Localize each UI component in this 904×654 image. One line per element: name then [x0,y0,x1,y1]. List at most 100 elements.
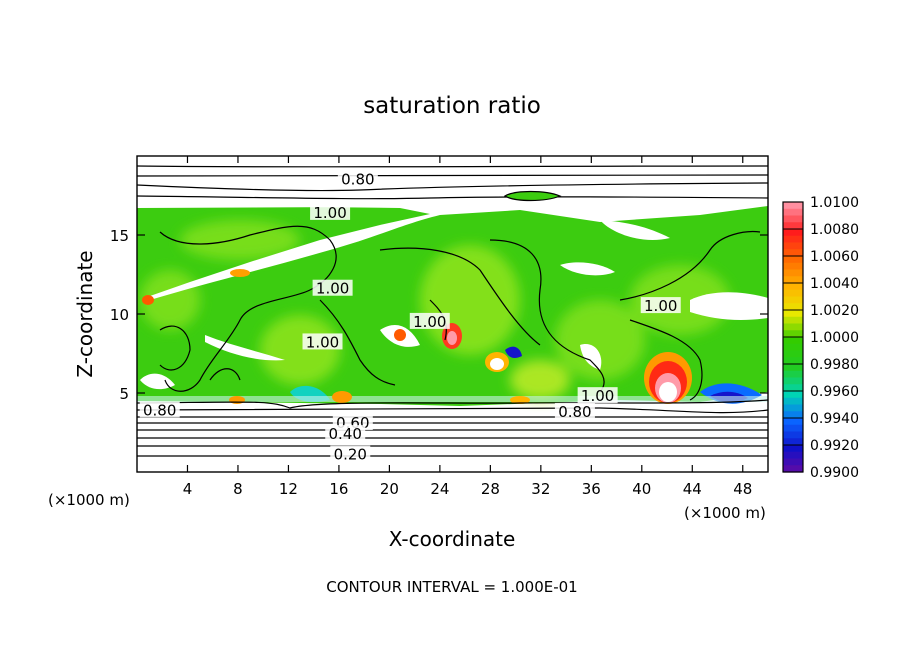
x-tick-label: 28 [481,480,500,498]
colorbar-label: 1.0080 [810,222,859,238]
contour-label: 1.00 [306,333,339,351]
colorbar-swatch [783,330,803,338]
contour-label: 1.00 [413,313,446,331]
contour-label-bg [312,279,353,296]
x-tick-label: 8 [233,480,243,498]
colorbar-label: 1.0100 [810,195,859,211]
colorbar-swatch [783,208,803,217]
heatmap-field [137,156,768,472]
chart-title: saturation ratio [363,93,541,119]
colorbar-swatch [783,418,803,426]
colorbar-swatch [783,384,803,392]
x-unit-left: (×1000 m) [48,491,130,509]
contour-labels: 0.801.001.001.001.001.001.000.80 0.800.60… [139,170,681,464]
contour-interval-note: CONTOUR INTERVAL = 1.000E-01 [326,578,577,596]
colorbar-swatch [783,323,803,331]
contour-label-bg [640,297,681,314]
colorbar-swatch [783,431,803,439]
contour-label-bg [409,312,450,329]
colorbar-label: 1.0000 [810,330,859,346]
contour-label-bg [554,402,595,419]
contour-label-bg [337,170,378,187]
colorbar-swatch [783,269,803,277]
colorbar-swatch [783,397,803,406]
contour-label-bg [310,203,351,220]
x-tick-label: 32 [531,480,550,498]
x-tick-label: 4 [183,480,193,498]
colorbar-swatch [783,303,803,311]
colorbar-swatch [783,343,803,352]
colorbar-swatch [783,357,803,365]
colorbar-label: 1.0040 [810,276,859,292]
colorbar-label: 1.0020 [810,303,859,319]
x-tick-label: 16 [329,480,348,498]
contour-label-bg [325,425,366,442]
colorbar-label: 0.9980 [810,357,859,373]
colorbar-swatch [783,424,803,433]
colorbar-label: 0.9960 [810,384,859,400]
colorbar-swatch [783,242,803,250]
colorbar-swatch [783,458,803,466]
contour-label: 1.00 [316,280,349,298]
contour-label: 0.20 [334,446,367,464]
y-tick-label: 10 [110,306,129,324]
colorbar-swatch [783,215,803,223]
colorbar-swatch [783,445,803,453]
x-axis: 4 8 12 16 20 24 28 32 36 40 44 48 [183,156,752,498]
colorbar-swatch [783,411,803,419]
colorbar-swatch [783,364,803,372]
colorbar-swatch [783,283,803,291]
colorbar-swatch [783,451,803,460]
colorbar-swatch [783,438,803,446]
contour-label: 1.00 [644,297,677,315]
x-axis-title: X-coordinate [389,527,516,551]
x-unit-right: (×1000 m) [684,504,766,522]
colorbar-label: 0.9940 [810,411,859,427]
contour-label: 0.80 [143,401,176,419]
contour-label: 0.80 [558,403,591,421]
y-axis-title: Z-coordinate [73,250,97,377]
colorbar-swatch [783,377,803,385]
colorbar-label: 0.9900 [810,465,859,481]
colorbar-swatch [783,370,803,379]
x-tick-label: 48 [733,480,752,498]
colorbar-swatch [783,465,803,473]
colorbar-swatch [783,202,803,210]
y-tick-label: 15 [110,227,129,245]
x-tick-label: 24 [430,480,449,498]
colorbar-swatch [783,350,803,358]
contour-label: 0.40 [329,425,362,443]
y-tick-label: 5 [119,385,129,403]
contour-label: 1.00 [313,204,346,222]
colorbar-swatch [783,235,803,244]
x-tick-label: 36 [582,480,601,498]
colorbar-label: 1.0060 [810,249,859,265]
contour-label-bg [577,387,618,404]
colorbar-swatch [783,262,803,271]
x-tick-label: 20 [380,480,399,498]
colorbar-swatch [783,229,803,237]
y-axis: 5 10 15 [110,227,768,403]
colorbar-swatch [783,404,803,412]
contour-label: 1.00 [581,387,614,405]
x-tick-label: 40 [632,480,651,498]
contour-label-bg [330,445,371,462]
contour-label-bg [302,333,343,350]
colorbar-swatch [783,316,803,325]
colorbar-swatch [783,391,803,399]
colorbar-swatch [783,289,803,298]
colorbar-swatch [783,276,803,284]
colorbar-swatch [783,337,803,345]
colorbar-swatch [783,310,803,318]
x-tick-label: 44 [683,480,702,498]
colorbar-swatch [783,222,803,230]
colorbar: 1.0100 1.0080 1.0060 1.0040 1.0020 1.0000 0.99… [782,195,859,481]
contour-label: 0.80 [341,171,374,189]
x-tick-label: 12 [279,480,298,498]
colorbar-swatch [783,249,803,257]
contour-label-bg [139,401,180,418]
colorbar-swatch [783,296,803,304]
colorbar-label: 0.9920 [810,438,859,454]
colorbar-swatch [783,256,803,264]
